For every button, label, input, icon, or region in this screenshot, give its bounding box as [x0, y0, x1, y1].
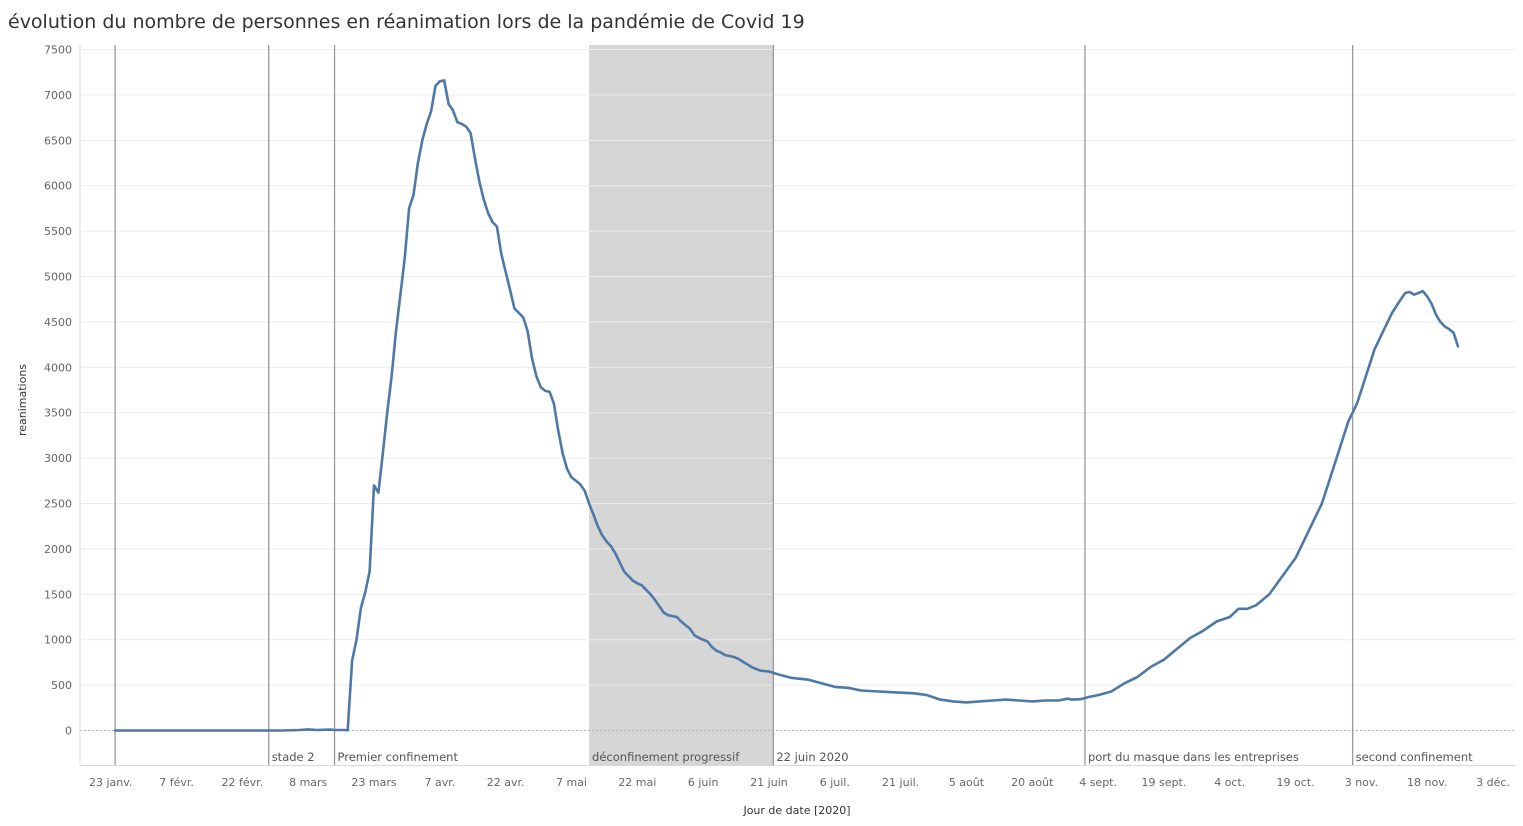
x-tick-label: 22 avr.: [487, 776, 525, 789]
x-tick-label: 6 juil.: [820, 776, 850, 789]
y-tick-label: 4000: [44, 361, 72, 374]
x-tick-label: 7 avr.: [424, 776, 455, 789]
x-tick-label: 7 mai: [556, 776, 587, 789]
x-tick-label: 22 févr.: [222, 776, 264, 789]
y-tick-label: 7000: [44, 89, 72, 102]
x-tick-label: 19 sept.: [1142, 776, 1187, 789]
x-tick-label: 21 juin: [750, 776, 788, 789]
y-tick-label: 1500: [44, 588, 72, 601]
y-tick-label: 4500: [44, 316, 72, 329]
x-tick-label: 4 sept.: [1079, 776, 1117, 789]
band-label: déconfinement progressif: [592, 750, 740, 764]
y-axis: 7500700065006000550050004500400035003000…: [44, 44, 81, 765]
x-tick-label: 3 nov.: [1345, 776, 1378, 789]
y-tick-label: 3500: [44, 407, 72, 420]
series-line: [113, 79, 1460, 732]
y-tick-label: 2500: [44, 498, 72, 511]
x-tick-label: 6 juin: [688, 776, 719, 789]
y-axis-title: reanimations: [16, 364, 29, 436]
x-tick-label: 23 janv.: [89, 776, 132, 789]
event-label: port du masque dans les entreprises: [1088, 750, 1299, 764]
x-tick-label: 21 juil.: [882, 776, 919, 789]
x-tick-label: 22 mai: [618, 776, 656, 789]
event-lines-layer: [114, 45, 1354, 765]
x-tick-label: 20 août: [1011, 776, 1054, 789]
y-tick-label: 500: [51, 679, 72, 692]
grid-layer: [80, 49, 1515, 731]
x-tick-label: 19 oct.: [1277, 776, 1315, 789]
y-tick-label: 1000: [44, 634, 72, 647]
y-tick-label: 5500: [44, 225, 72, 238]
x-tick-label: 23 mars: [351, 776, 396, 789]
event-labels-layer: déconfinement progressif stade 2 Premier c…: [272, 750, 1473, 764]
y-tick-label: 0: [65, 724, 72, 737]
y-tick-label: 3000: [44, 452, 72, 465]
event-label: Premier confinement: [338, 750, 459, 764]
y-tick-label: 6500: [44, 134, 72, 147]
x-tick-label: 4 oct.: [1214, 776, 1245, 789]
series-layer: [113, 79, 1460, 732]
y-tick-label: 7500: [44, 44, 72, 57]
x-tick-label: 7 févr.: [159, 776, 194, 789]
y-tick-label: 5000: [44, 271, 72, 284]
x-axis-title: Jour de date [2020]: [742, 804, 850, 817]
event-label: 22 juin 2020: [776, 750, 848, 764]
y-tick-label: 2000: [44, 543, 72, 556]
x-tick-label: 18 nov.: [1407, 776, 1447, 789]
bands-layer: [589, 45, 774, 765]
y-tick-label: 6000: [44, 180, 72, 193]
event-label: second confinement: [1356, 750, 1473, 764]
event-label: stade 2: [272, 750, 315, 764]
band-rect: [589, 45, 774, 765]
chart-title: évolution du nombre de personnes en réan…: [8, 11, 805, 33]
x-tick-label: 3 déc.: [1476, 776, 1510, 789]
x-tick-label: 5 août: [949, 776, 985, 789]
x-axis: 23 janv. 7 févr. 22 févr. 8 mars 23 mars 7 av…: [80, 765, 1515, 789]
x-tick-label: 8 mars: [289, 776, 327, 789]
